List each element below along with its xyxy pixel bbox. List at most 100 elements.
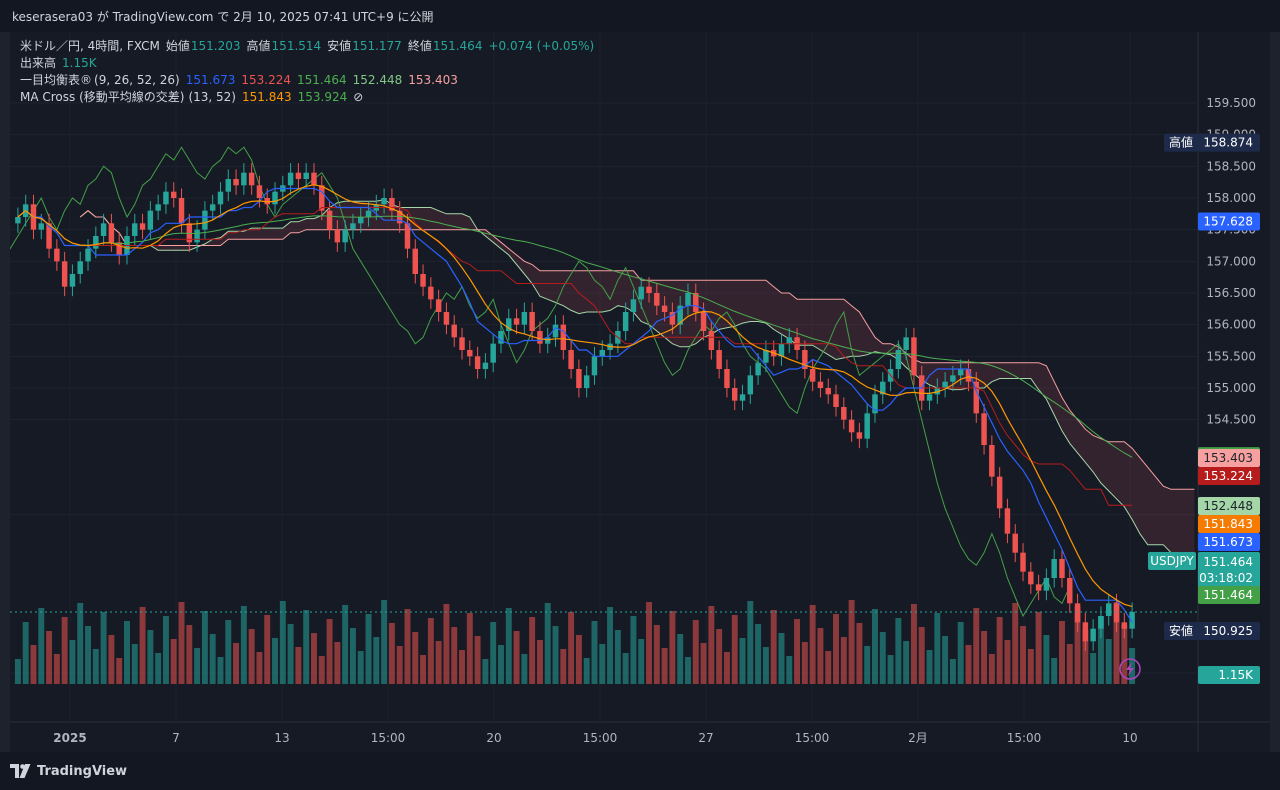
y-tick-label: 158.000 [1206, 191, 1256, 205]
volume-bar [848, 600, 855, 684]
ichimoku-span-a-line [79, 199, 1195, 565]
volume-bar [599, 644, 606, 684]
volume-bar [731, 615, 738, 684]
candle-body [498, 331, 504, 344]
volume-bar [279, 601, 286, 684]
volume-bar [334, 642, 341, 684]
change-value: +0.074 (+0.05%) [488, 39, 595, 53]
candle-body [93, 236, 99, 249]
candle-body [365, 210, 372, 217]
x-tick-label: 15:00 [795, 731, 830, 745]
bar-countdown: 03:18:02 [1199, 571, 1253, 585]
spana-price-badge-value: 152.448 [1203, 499, 1253, 513]
candle-body [334, 229, 341, 243]
ichimoku-chikou-line [0, 146, 1071, 618]
volume-bar [427, 618, 434, 684]
y-tick-label: 155.000 [1206, 381, 1256, 395]
candle-body [716, 350, 722, 369]
candle-body [755, 362, 761, 376]
candle-body [311, 172, 317, 186]
volume-bar [552, 626, 559, 684]
kijun-price-badge: 153.224 [1198, 467, 1260, 485]
candle-body [358, 217, 364, 224]
low-price-badge: 150.925 安値 [1164, 622, 1260, 640]
candle-body [583, 375, 590, 388]
candle-body [1059, 559, 1065, 578]
y-tick-label: 156.000 [1206, 318, 1256, 332]
candle-body [186, 223, 193, 243]
volume-bar [723, 652, 730, 684]
symbol-title[interactable]: 米ドル／円, 4時間, FXCM [20, 39, 160, 53]
y-tick-label: 159.500 [1206, 96, 1256, 110]
chikou-price-badge-value: 151.464 [1203, 588, 1253, 602]
candle-body [1129, 611, 1135, 629]
volume-bar [895, 618, 902, 684]
ma-cross-params: (13, 52) [188, 90, 236, 104]
volume-bar [404, 609, 411, 684]
volume-bar [770, 610, 777, 684]
volume-bar [116, 658, 123, 684]
volume-bar [1097, 616, 1104, 684]
volume-bar [357, 651, 364, 684]
high-price-badge: 158.874 高値 [1164, 133, 1260, 152]
volume-bar [240, 606, 247, 684]
candle-body [256, 185, 263, 198]
price-chart[interactable]: 159.500159.000158.500158.000157.500157.0… [0, 32, 1270, 752]
volume-bar [396, 646, 403, 684]
volume-bar [474, 636, 481, 684]
price-badge-157-628-value: 157.628 [1203, 215, 1253, 229]
publish-info: keserasera03 が TradingView.com で 2月 10, … [12, 9, 434, 24]
volume-bar [459, 650, 465, 684]
volume-bar [755, 624, 762, 684]
volume-bar [653, 625, 660, 684]
volume-bar [131, 644, 138, 684]
ma-cross-label: MA Cross (移動平均線の交差) [20, 90, 185, 104]
lightning-icon-ring [1119, 658, 1141, 680]
candle-body [856, 432, 863, 439]
candle-body [54, 248, 60, 262]
candle-body [264, 198, 270, 205]
legend-row-ma-cross[interactable]: MA Cross (移動平均線の交差) (13, 52) 151.843 153… [20, 89, 594, 106]
volume-bar [942, 636, 949, 684]
spanb-price-badge-value: 153.403 [1203, 451, 1253, 465]
candle-body [848, 419, 855, 433]
candle-body [576, 369, 582, 388]
volume-bar [513, 631, 520, 684]
candle-body [880, 381, 886, 395]
candle-body [521, 312, 528, 325]
candle-body [599, 350, 605, 357]
candle-body [202, 210, 208, 230]
candle-body [77, 261, 83, 274]
volume-bar [794, 619, 801, 684]
candle-body [981, 413, 987, 445]
candle-body [46, 223, 52, 249]
kijun-price-badge-bg [1198, 467, 1260, 485]
footer-bar: TradingView [0, 752, 1280, 790]
volume-bar [287, 624, 294, 684]
candle-body [1067, 578, 1073, 604]
volume-bar [272, 638, 278, 684]
volume-bar [22, 622, 29, 684]
volume-bar [646, 602, 652, 684]
tradingview-logo[interactable]: TradingView [10, 764, 127, 779]
hidden-indicator-icon[interactable]: ⊘ [353, 90, 364, 104]
candle-body [163, 191, 169, 205]
volume-bar [716, 629, 723, 684]
candle-body [1028, 571, 1034, 585]
y-tick-label: 155.500 [1206, 349, 1256, 363]
legend-row-ichimoku[interactable]: 一目均衡表® (9, 26, 52, 26) 151.673 153.224 1… [20, 72, 594, 89]
ichimoku-spanB-value: 153.403 [408, 73, 458, 87]
symbol-tag-bg [1148, 552, 1196, 570]
low-label: 安値 [327, 39, 352, 53]
chart-area[interactable]: 159.500159.000158.500158.000157.500157.0… [0, 32, 1270, 752]
candle-body [934, 388, 941, 395]
tenkan-price-badge-value: 151.673 [1203, 535, 1253, 549]
volume-bar [381, 600, 388, 684]
candle-body [171, 191, 177, 198]
volume-bar [638, 639, 645, 684]
legend-row-volume[interactable]: 出来高 1.15K [20, 55, 594, 72]
volume-value: 1.15K [62, 56, 97, 70]
candle-body [568, 350, 574, 369]
candle-body [459, 337, 465, 350]
candle-body [957, 369, 964, 376]
